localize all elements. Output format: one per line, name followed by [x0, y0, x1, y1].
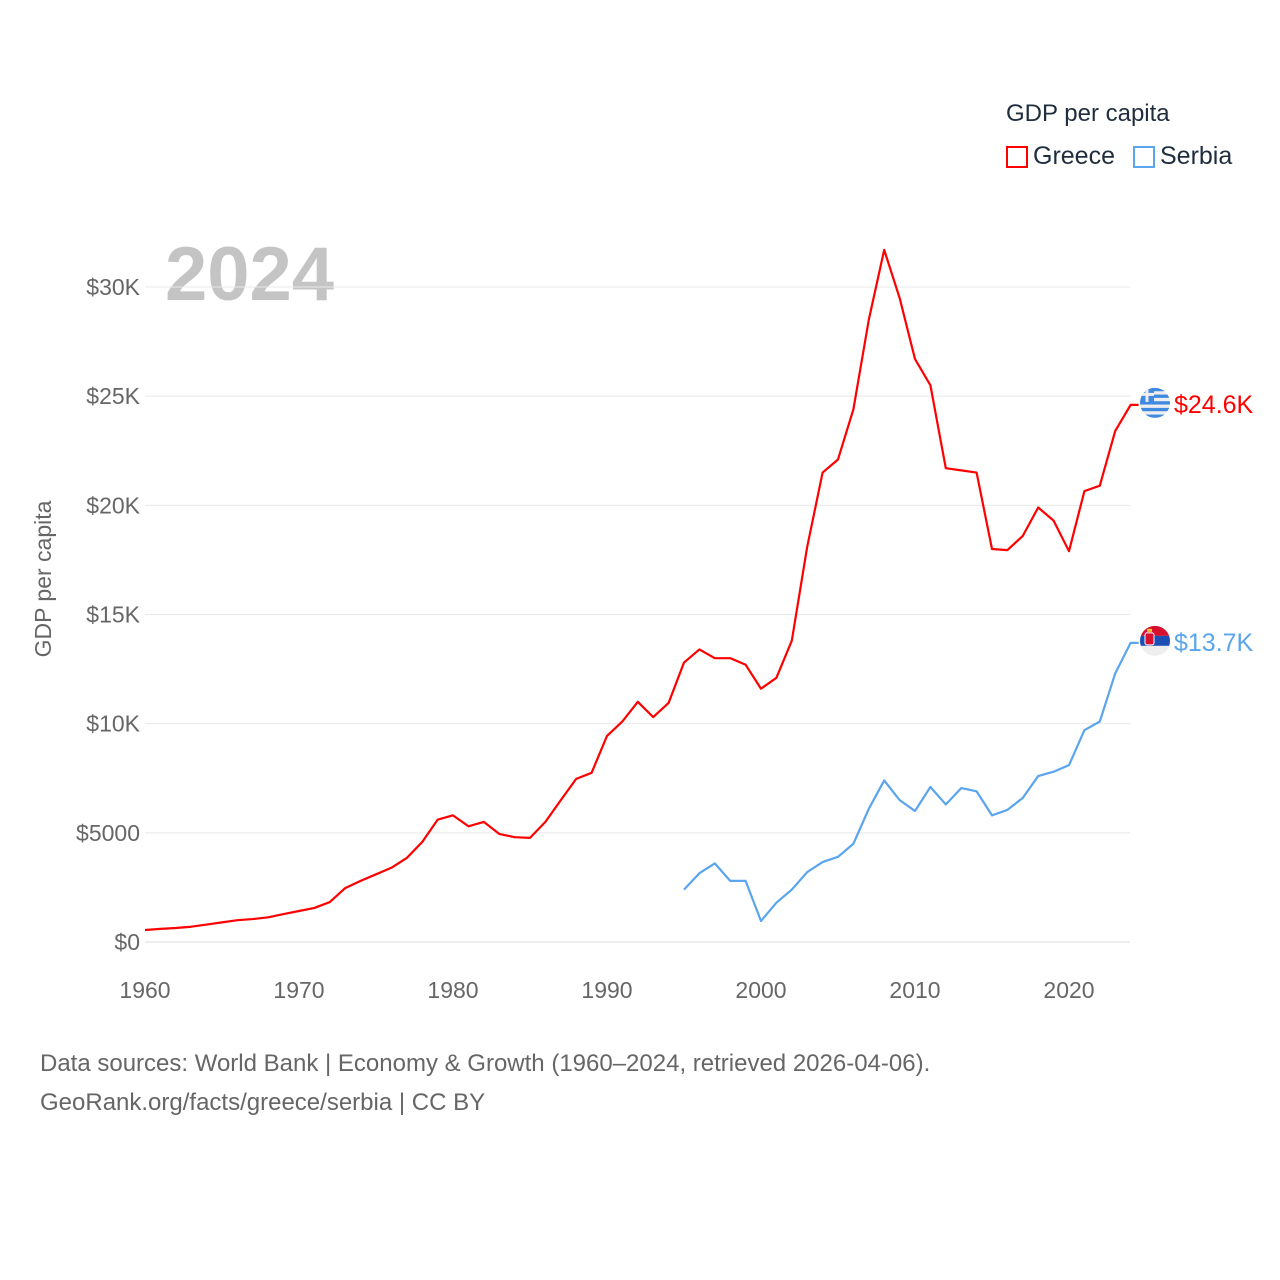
x-tick-label: 2020 — [1043, 977, 1094, 1003]
legend-item-serbia[interactable]: Serbia — [1132, 142, 1233, 171]
y-tick-label: $0 — [114, 929, 140, 955]
y-axis-label: GDP per capita — [30, 500, 56, 657]
legend-item-greece[interactable]: Greece — [1006, 142, 1115, 171]
footer: Data sources: World Bank | Economy & Gro… — [40, 1044, 930, 1122]
y-tick-label: $25K — [86, 383, 140, 409]
legend-swatch-serbia — [1132, 145, 1155, 168]
y-tick-label: $10K — [86, 711, 140, 737]
y-tick-label: $15K — [86, 602, 140, 628]
attribution-link[interactable]: GeoRank.org/facts/greece/serbia | CC BY — [40, 1089, 486, 1116]
x-tick-label: 1980 — [427, 977, 478, 1003]
x-tick-label: 2010 — [889, 977, 940, 1003]
x-tick-label: 1960 — [119, 977, 170, 1003]
legend-label-greece: Greece — [1033, 142, 1115, 170]
x-tick-label: 1990 — [581, 977, 632, 1003]
y-tick-label: $20K — [86, 492, 140, 518]
data-sources: Data sources: World Bank | Economy & Gro… — [40, 1050, 931, 1077]
legend: Greece Serbia — [1006, 142, 1232, 171]
series-line-greece — [144, 248, 1139, 932]
legend-swatch-greece — [1006, 145, 1028, 168]
legend-title: GDP per capita — [1006, 100, 1170, 127]
y-tick-label: $5000 — [76, 820, 140, 846]
end-label-serbia: $13.7K — [1174, 629, 1254, 657]
legend-label-serbia: Serbia — [1159, 142, 1233, 170]
y-tick-label: $30K — [86, 274, 140, 300]
year-watermark: 2024 — [165, 232, 334, 317]
x-tick-label: 2000 — [735, 977, 786, 1003]
end-label-greece: $24.6K — [1174, 391, 1254, 419]
x-tick-label: 1970 — [273, 977, 324, 1003]
serbia-flag-icon — [1140, 625, 1170, 656]
greece-flag-icon — [1140, 387, 1170, 418]
series-line-serbia — [683, 641, 1139, 923]
